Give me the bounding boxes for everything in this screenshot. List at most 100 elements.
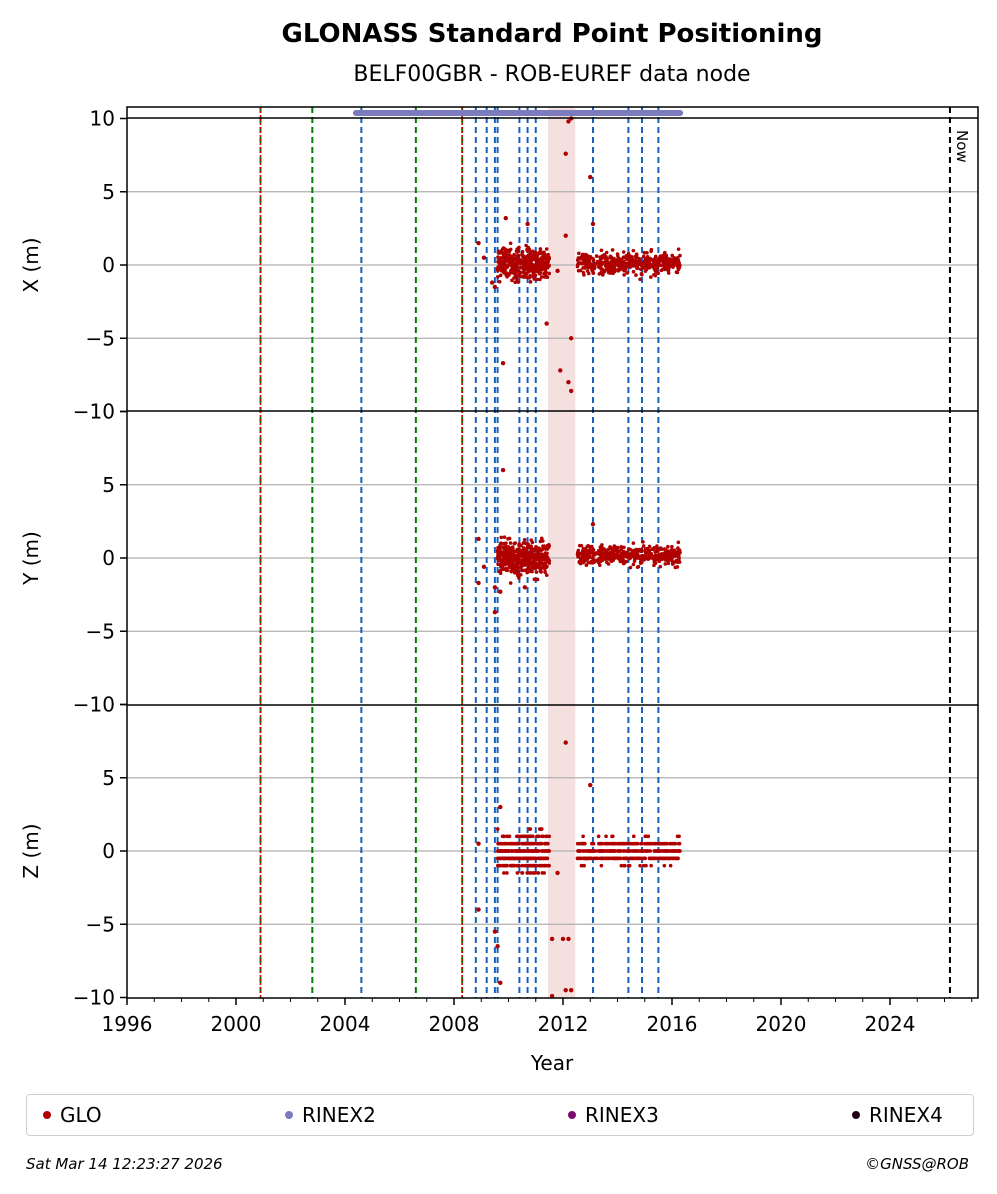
glo-point <box>638 277 642 282</box>
glo-point <box>585 548 590 553</box>
glo-point <box>527 827 532 831</box>
glo-point <box>659 849 664 853</box>
glo-point <box>667 261 671 265</box>
glo-point <box>522 275 526 279</box>
glo-point <box>618 558 623 562</box>
glo-point <box>545 275 550 280</box>
glo-point <box>518 265 523 270</box>
glo-point <box>626 863 631 868</box>
glo-point <box>652 849 657 853</box>
glo-point <box>498 856 502 861</box>
glo-point <box>522 546 526 550</box>
glo-point <box>663 841 668 846</box>
glo-point <box>522 558 526 563</box>
glo-point <box>563 233 568 238</box>
glo-point <box>619 863 624 868</box>
glo-point <box>628 263 633 268</box>
glo-point <box>520 863 524 868</box>
glo-point <box>575 258 580 263</box>
glo-point <box>601 552 605 557</box>
glo-point <box>669 548 674 552</box>
glo-point <box>515 555 520 560</box>
glo-point <box>508 253 512 258</box>
glo-point <box>522 254 526 259</box>
glo-point <box>555 870 560 876</box>
glo-point <box>663 562 668 566</box>
glo-point <box>600 558 605 563</box>
glo-point <box>489 280 495 285</box>
glo-point <box>510 849 515 853</box>
glo-point <box>624 841 629 846</box>
glo-point <box>504 259 509 264</box>
glo-point <box>563 740 568 745</box>
glo-point <box>496 255 500 259</box>
glo-point <box>544 554 548 559</box>
glo-point <box>641 554 646 559</box>
glo-point <box>662 863 667 868</box>
glo-point <box>666 544 670 549</box>
glo-point <box>503 567 508 572</box>
glo-point <box>492 610 498 615</box>
glo-point <box>505 248 510 253</box>
glo-point <box>584 254 589 259</box>
glo-point <box>581 270 586 275</box>
glo-point <box>476 841 481 846</box>
glo-point <box>642 261 646 265</box>
glo-point <box>499 541 503 545</box>
glo-point <box>590 221 596 227</box>
glo-point <box>655 265 660 270</box>
glo-point <box>627 547 631 552</box>
glo-point <box>502 871 506 875</box>
glo-point <box>525 841 530 846</box>
glo-point <box>658 263 663 268</box>
glo-point <box>588 174 593 180</box>
glo-point <box>667 849 671 853</box>
glo-point <box>537 258 542 263</box>
glo-point <box>609 546 614 551</box>
glo-point <box>498 804 503 810</box>
glo-point <box>638 863 642 868</box>
glo-point <box>519 261 523 265</box>
glo-point <box>504 849 509 853</box>
glo-point <box>519 565 523 570</box>
glo-point <box>541 539 545 543</box>
legend-marker-rinex4 <box>852 1111 860 1119</box>
glo-point <box>584 563 589 567</box>
glo-point <box>544 573 549 578</box>
glo-point <box>676 540 681 545</box>
glo-point <box>600 856 605 861</box>
legend-label-rinex3: RINEX3 <box>585 1103 659 1127</box>
glo-point <box>669 856 673 861</box>
y-axis: 10 5 0 −5 −10 5 0 −5 −10 5 0 −5 −10 <box>73 107 127 1010</box>
glo-point <box>529 555 533 559</box>
glo-point <box>667 555 671 559</box>
glo-point <box>535 277 540 282</box>
glo-point <box>516 562 520 567</box>
glo-point <box>539 570 543 574</box>
glo-point <box>516 248 520 253</box>
glo-point <box>575 551 580 556</box>
glo-point <box>498 589 503 594</box>
glo-point <box>628 841 632 846</box>
y-tick-label: −10 <box>73 400 115 424</box>
glo-point <box>544 834 548 839</box>
glo-point <box>587 256 592 261</box>
glo-point <box>594 856 599 861</box>
glo-point <box>507 273 511 277</box>
glo-point <box>542 260 546 265</box>
glo-point <box>586 560 591 565</box>
glo-point <box>668 863 673 868</box>
glo-point <box>505 871 509 875</box>
glo-point <box>543 561 547 565</box>
glo-point <box>509 557 513 561</box>
glo-point <box>541 544 545 548</box>
glo-point <box>566 119 571 124</box>
glo-point <box>577 251 581 256</box>
glo-point <box>560 936 566 942</box>
glo-point <box>618 259 623 263</box>
glo-point <box>529 834 534 839</box>
glo-point <box>534 863 538 868</box>
glo-point <box>541 834 545 839</box>
glo-point <box>511 257 516 262</box>
glo-point <box>635 849 639 853</box>
